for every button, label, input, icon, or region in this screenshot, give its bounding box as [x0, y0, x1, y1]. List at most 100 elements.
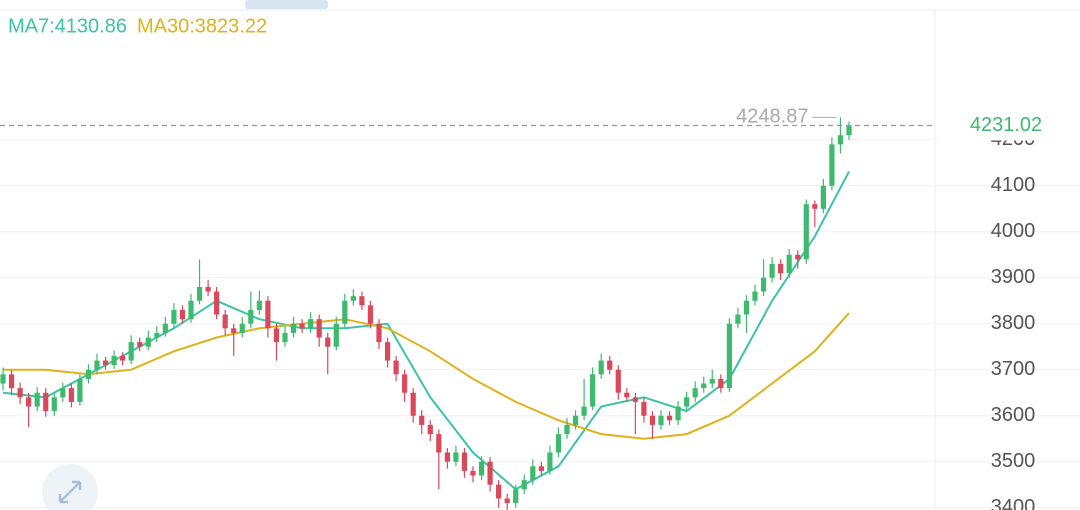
candle-body	[803, 204, 809, 260]
candle-body	[77, 378, 83, 402]
candle-body	[162, 323, 168, 333]
candle-body	[478, 461, 485, 476]
candle-body	[632, 397, 638, 402]
candle-body	[102, 360, 109, 366]
candle-body	[675, 406, 681, 421]
candle-body	[154, 332, 160, 338]
candle-body	[265, 300, 271, 329]
candle-body	[427, 424, 433, 435]
top-tab[interactable]	[245, 0, 328, 9]
candle-body	[513, 489, 519, 504]
y-tick-label: 3700	[991, 358, 1036, 380]
button-circle[interactable]	[42, 464, 98, 510]
candle-body	[718, 378, 724, 389]
candle-body	[179, 309, 186, 320]
candle-body	[598, 360, 604, 375]
candle-body	[325, 337, 331, 347]
y-tick-label: 3900	[991, 266, 1036, 288]
candle-body	[410, 392, 416, 416]
candle-body	[273, 328, 280, 343]
candle-body	[641, 401, 647, 416]
candle-body	[120, 355, 126, 361]
candle-body	[188, 300, 194, 320]
candle-body	[111, 355, 117, 366]
candle-body	[308, 319, 314, 329]
candle-body	[316, 319, 322, 338]
candle-body	[94, 360, 100, 370]
candle-body	[248, 309, 254, 324]
candle-body	[538, 466, 544, 471]
candle-body	[692, 388, 698, 398]
candle-body	[778, 263, 784, 274]
candle-body	[171, 309, 177, 324]
candle-body	[470, 470, 476, 476]
candle-body	[735, 314, 741, 324]
candle-body	[85, 369, 92, 379]
candle-body	[607, 360, 613, 370]
candle-body	[786, 254, 792, 274]
candle-body	[128, 342, 134, 361]
y-tick-label: 4000	[991, 220, 1036, 242]
candle-body	[402, 374, 408, 393]
candle-body	[342, 300, 348, 324]
candle-body	[590, 374, 596, 407]
candle-body	[530, 466, 536, 481]
candle-body	[581, 406, 587, 416]
candle-body	[367, 305, 374, 324]
candle-body	[196, 286, 203, 301]
candle-body	[504, 498, 510, 504]
candle-body	[572, 415, 579, 425]
candle-body	[214, 291, 220, 315]
candle-body	[239, 323, 245, 333]
legend-entry: MA30:3823.22	[137, 15, 267, 37]
candle-body	[624, 392, 630, 398]
candle-body	[282, 332, 288, 343]
y-tick-label: 3600	[991, 404, 1036, 426]
candle-body	[333, 323, 339, 347]
ma-lines	[2, 171, 850, 491]
candle-body	[51, 397, 57, 412]
candle-body	[752, 291, 758, 301]
candle-body	[222, 314, 228, 329]
candle-body	[701, 383, 707, 389]
candle-body	[256, 300, 262, 310]
y-tick-label: 3800	[991, 312, 1036, 334]
candle-body	[145, 337, 151, 347]
candle-body	[837, 135, 844, 145]
candle-body	[137, 342, 143, 347]
candle-body	[8, 374, 15, 389]
candle-body	[34, 392, 40, 407]
candles	[0, 117, 852, 510]
candle-body	[812, 204, 818, 209]
candle-body	[649, 415, 656, 425]
legend-entry: MA7:4130.86	[8, 15, 127, 37]
candle-body	[384, 342, 391, 361]
expand-icon	[58, 480, 82, 504]
last-price-box	[937, 110, 1080, 141]
candle-body	[820, 185, 826, 209]
candle-body	[846, 125, 852, 136]
candle-body	[376, 323, 382, 343]
y-tick-label: 3400	[991, 496, 1036, 510]
candle-body	[795, 254, 801, 260]
ma-line	[3, 312, 850, 440]
overlay: 4231.02 4248.87	[0, 106, 1080, 141]
candle-body	[26, 397, 32, 407]
candle-body	[60, 388, 66, 398]
candle-body	[461, 452, 468, 471]
candle-body	[17, 388, 23, 398]
candle-body	[453, 452, 459, 462]
candle-body	[743, 300, 750, 315]
candle-body	[658, 415, 664, 425]
candle-body	[547, 452, 553, 471]
y-tick-label: 3500	[991, 450, 1036, 472]
candle-body	[487, 461, 493, 485]
last-price-label: 4231.02	[970, 114, 1042, 136]
candle-body	[359, 296, 365, 306]
candle-body	[68, 388, 74, 402]
high-marker-label: 4248.87	[736, 106, 808, 128]
expand-button[interactable]	[42, 464, 98, 510]
candle-body	[726, 323, 732, 389]
candle-body	[666, 415, 673, 421]
